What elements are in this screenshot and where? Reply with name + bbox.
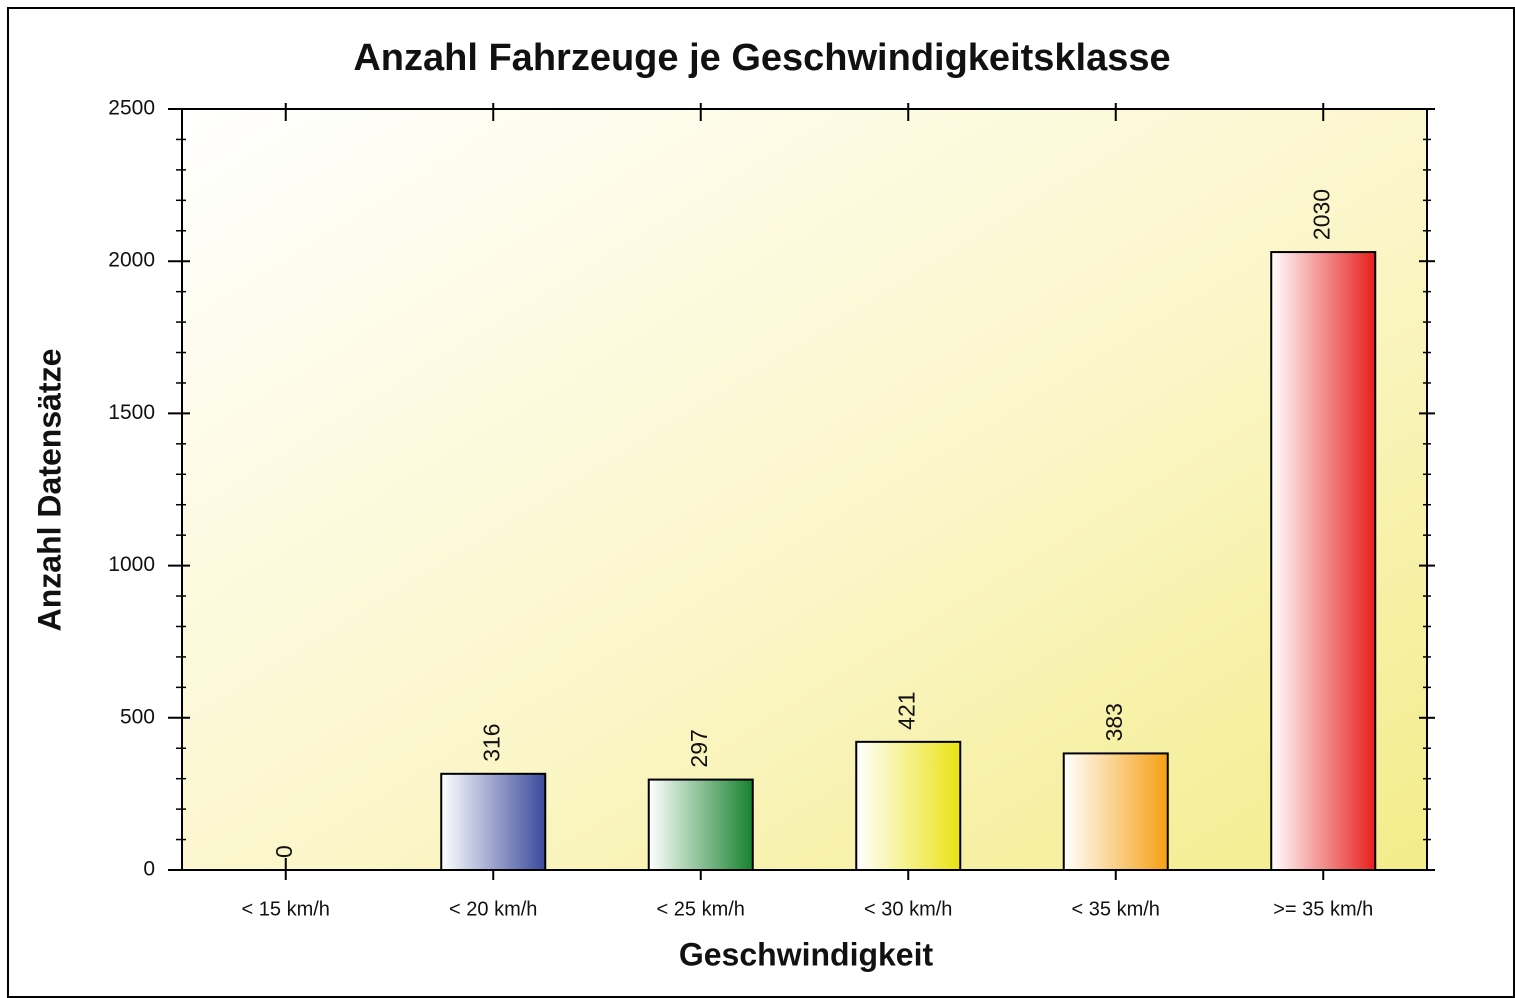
value-label: 383 bbox=[1101, 703, 1127, 741]
chart-title: Anzahl Fahrzeuge je Geschwindigkeitsklas… bbox=[353, 37, 1170, 79]
bar bbox=[647, 778, 754, 871]
y-axis-title: Anzahl Datensätze bbox=[31, 349, 67, 632]
bar bbox=[855, 740, 962, 871]
value-label: 0 bbox=[271, 845, 297, 858]
x-tick-label: < 15 km/h bbox=[242, 898, 330, 920]
y-tick-label: 1500 bbox=[108, 401, 155, 424]
x-tick-label: < 35 km/h bbox=[1072, 898, 1160, 920]
value-label: 316 bbox=[478, 723, 504, 761]
bar bbox=[1062, 752, 1169, 871]
bar bbox=[1270, 251, 1377, 871]
bar bbox=[440, 772, 547, 871]
x-tick-label: < 20 km/h bbox=[449, 898, 537, 920]
y-tick-label: 0 bbox=[143, 858, 155, 881]
y-tick-label: 1000 bbox=[108, 553, 155, 576]
x-tick-label: >= 35 km/h bbox=[1273, 898, 1373, 920]
y-tick-label: 2500 bbox=[108, 97, 155, 120]
y-tick-label: 500 bbox=[120, 705, 155, 728]
value-label: 2030 bbox=[1308, 189, 1334, 240]
x-tick-label: < 25 km/h bbox=[657, 898, 745, 920]
value-label: 421 bbox=[893, 691, 919, 729]
plot-area bbox=[181, 108, 1428, 871]
x-axis-title: Geschwindigkeit bbox=[679, 936, 934, 972]
x-tick-label: < 30 km/h bbox=[864, 898, 952, 920]
value-label: 297 bbox=[686, 729, 712, 767]
y-tick-label: 2000 bbox=[108, 249, 155, 272]
